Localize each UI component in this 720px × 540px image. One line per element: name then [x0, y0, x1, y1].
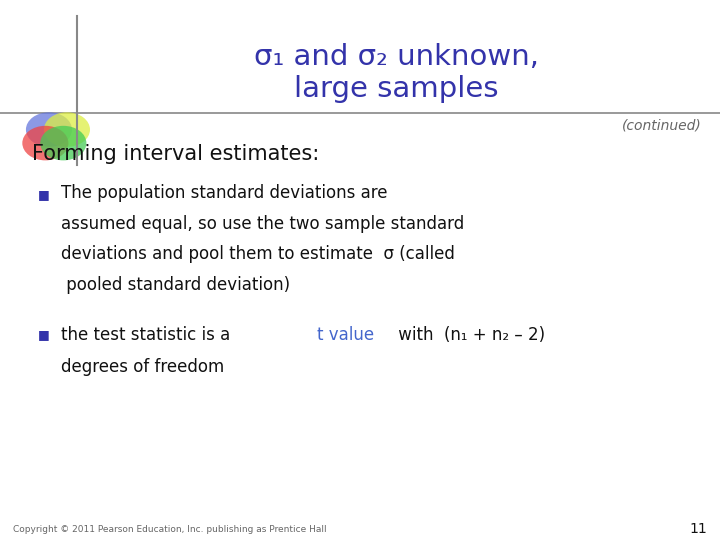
- Text: (continued): (continued): [622, 118, 702, 132]
- Text: deviations and pool them to estimate  σ (called: deviations and pool them to estimate σ (…: [61, 245, 455, 264]
- Text: large samples: large samples: [294, 75, 498, 103]
- Text: with  (n₁ + n₂ – 2): with (n₁ + n₂ – 2): [393, 326, 545, 344]
- Text: ■: ■: [37, 188, 49, 201]
- Text: The population standard deviations are: The population standard deviations are: [61, 184, 387, 202]
- Text: ■: ■: [37, 328, 49, 341]
- Text: t value: t value: [318, 326, 374, 344]
- Circle shape: [40, 126, 86, 160]
- Circle shape: [26, 112, 72, 147]
- Text: pooled standard deviation): pooled standard deviation): [61, 276, 290, 294]
- Text: assumed equal, so use the two sample standard: assumed equal, so use the two sample sta…: [61, 214, 464, 233]
- Circle shape: [22, 126, 68, 160]
- Text: Forming interval estimates:: Forming interval estimates:: [32, 144, 320, 164]
- Text: degrees of freedom: degrees of freedom: [61, 358, 225, 376]
- Text: the test statistic is a: the test statistic is a: [61, 326, 241, 344]
- Text: 11: 11: [689, 522, 707, 536]
- Circle shape: [44, 112, 90, 147]
- Text: Copyright © 2011 Pearson Education, Inc. publishing as Prentice Hall: Copyright © 2011 Pearson Education, Inc.…: [13, 525, 327, 534]
- Text: σ₁ and σ₂ unknown,: σ₁ and σ₂ unknown,: [253, 43, 539, 71]
